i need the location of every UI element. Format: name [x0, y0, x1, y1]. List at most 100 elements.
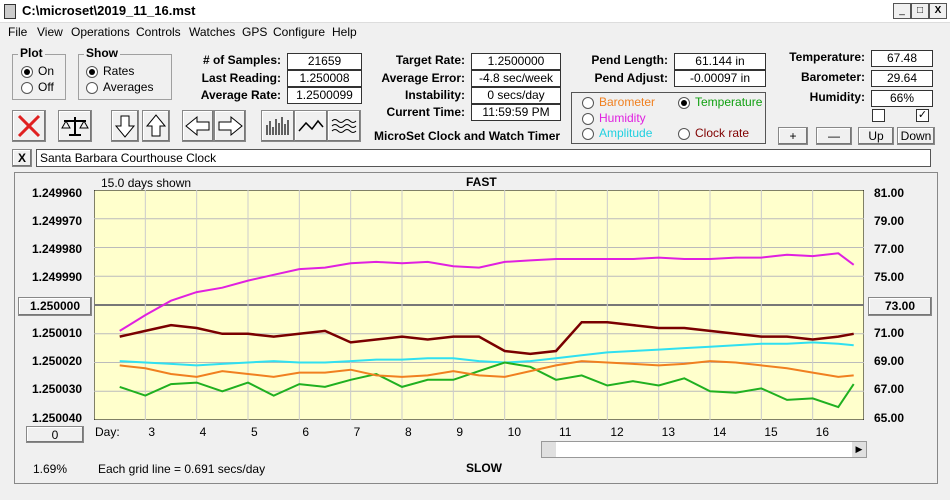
- right-tick-5: 71.00: [874, 326, 905, 340]
- barometer-value: 29.64: [871, 70, 933, 87]
- left-tick-6: 1.250020: [32, 354, 83, 368]
- scroll-right-arrow[interactable]: ▶: [852, 442, 866, 457]
- menu-view[interactable]: View: [37, 25, 63, 39]
- day-tick-label: 13: [661, 425, 676, 439]
- menu-operations[interactable]: Operations: [71, 25, 130, 39]
- temperature-label: Temperature: [695, 95, 763, 109]
- app-icon[interactable]: [4, 4, 16, 19]
- wave-icon: [331, 119, 357, 133]
- right-tick-8: 65.00: [874, 411, 905, 425]
- scrollbar[interactable]: ▶: [541, 441, 867, 458]
- title-bar: C:\microset\2019_11_16.mst _ □ X: [0, 0, 950, 23]
- barometer-radio[interactable]: [582, 97, 594, 109]
- barometer-label: Barometer: [599, 95, 656, 109]
- last-reading-label: Last Reading:: [201, 71, 281, 85]
- up-button[interactable]: Up: [858, 127, 894, 145]
- average-error-value: -4.8 sec/week: [471, 70, 561, 87]
- left-tick-2: 1.249980: [32, 242, 83, 256]
- checkbox-2[interactable]: ✓: [916, 109, 929, 122]
- menu-configure[interactable]: Configure: [273, 25, 326, 39]
- day-tick-label: 9: [456, 425, 464, 439]
- menu-gps[interactable]: GPS: [242, 25, 268, 39]
- temperature-series: [119, 361, 855, 409]
- checkbox-1[interactable]: [872, 109, 885, 122]
- close-clock-button[interactable]: X: [12, 149, 32, 167]
- plot-on-label: On: [38, 64, 55, 78]
- right-tick-2: 77.00: [874, 242, 905, 256]
- scroll-left-arrow[interactable]: [542, 442, 556, 457]
- stop-icon: [17, 114, 41, 138]
- menu-controls[interactable]: Controls: [136, 25, 181, 39]
- right-tick-7: 67.00: [874, 382, 905, 396]
- day-tick-label: 14: [713, 425, 727, 439]
- stop-button[interactable]: [12, 110, 46, 142]
- temperature-value: 67.48: [871, 50, 933, 67]
- plot-off-label: Off: [38, 80, 54, 94]
- clock-rate-label: Clock rate: [695, 126, 750, 140]
- arrow-down-button[interactable]: [111, 110, 139, 142]
- days-shown-label: 15.0 days shown: [101, 176, 192, 190]
- plot-on-radio[interactable]: [21, 66, 33, 78]
- center-temp-button[interactable]: 73.00: [868, 297, 932, 316]
- minimize-button[interactable]: _: [893, 3, 911, 19]
- minus-button[interactable]: —: [816, 127, 852, 145]
- show-rates-radio[interactable]: [86, 66, 98, 78]
- menu-help[interactable]: Help: [332, 25, 357, 39]
- day-tick-label: 11: [559, 425, 572, 439]
- day-tick-label: 12: [610, 425, 624, 439]
- scrollbar-left-area: [95, 443, 545, 456]
- arrow-right-button[interactable]: [214, 110, 246, 142]
- menu-watches[interactable]: Watches: [189, 25, 236, 39]
- current-time-label: Current Time:: [386, 105, 465, 119]
- balance-button[interactable]: [58, 110, 92, 142]
- show-averages-radio[interactable]: [86, 82, 98, 94]
- window-title: C:\microset\2019_11_16.mst: [22, 3, 196, 18]
- zero-button[interactable]: 0: [26, 426, 84, 443]
- humidity-series: [119, 252, 855, 332]
- pend-adjust-label: Pend Adjust:: [594, 71, 668, 85]
- wave-button[interactable]: [327, 110, 361, 142]
- left-tick-5: 1.250010: [32, 326, 83, 340]
- left-tick-7: 1.250030: [32, 382, 83, 396]
- down-button[interactable]: Down: [897, 127, 935, 145]
- pend-adjust-value: -0.00097 in: [674, 70, 766, 87]
- menu-file[interactable]: File: [8, 25, 28, 39]
- average-error-label: Average Error:: [381, 71, 465, 85]
- menu-bar: File View Operations Controls Watches GP…: [0, 22, 950, 42]
- arrow-up-icon: [145, 114, 167, 137]
- show-averages-label: Averages: [103, 80, 154, 94]
- right-tick-1: 79.00: [874, 214, 905, 228]
- plot-group-title: Plot: [18, 46, 45, 60]
- maximize-button[interactable]: □: [911, 3, 929, 19]
- show-rates-label: Rates: [103, 64, 135, 78]
- percent-label: 1.69%: [33, 462, 68, 476]
- app-heading: MicroSet Clock and Watch Timer: [374, 129, 561, 143]
- plus-button[interactable]: +: [778, 127, 808, 145]
- line-graph-icon: [298, 119, 324, 132]
- day-tick-label: 10: [507, 425, 522, 439]
- day-tick-label: 15: [764, 425, 778, 439]
- line-graph-button[interactable]: [294, 110, 328, 142]
- left-tick-3: 1.249990: [32, 270, 83, 284]
- arrow-up-button[interactable]: [142, 110, 170, 142]
- temperature-radio[interactable]: [678, 97, 690, 109]
- close-button[interactable]: X: [929, 3, 947, 19]
- plot-off-radio[interactable]: [21, 82, 33, 94]
- samples-value: 21659: [287, 53, 362, 70]
- center-rate-button[interactable]: 1.250000: [18, 297, 92, 316]
- pend-length-value: 61.144 in: [674, 53, 766, 70]
- amplitude-radio[interactable]: [582, 128, 594, 140]
- amplitude-label: Amplitude: [599, 126, 653, 140]
- arrow-left-button[interactable]: [182, 110, 214, 142]
- humidity-radio[interactable]: [582, 113, 594, 125]
- clock-name-field[interactable]: Santa Barbara Courthouse Clock: [36, 149, 931, 167]
- arrow-down-icon: [114, 115, 136, 138]
- bar-graph-button[interactable]: [261, 110, 295, 142]
- right-tick-6: 69.00: [874, 354, 905, 368]
- humidity-label: Humidity: [599, 111, 646, 125]
- day-tick-label: 5: [251, 425, 258, 439]
- day-tick-label: 3: [148, 425, 156, 439]
- gridline-info: Each grid line = 0.691 secs/day: [98, 462, 266, 476]
- clock-rate-radio[interactable]: [678, 128, 690, 140]
- show-group: [78, 54, 172, 100]
